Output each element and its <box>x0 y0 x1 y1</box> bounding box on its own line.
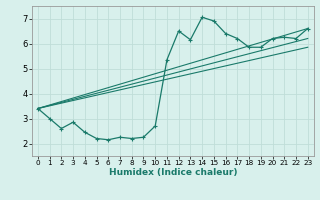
X-axis label: Humidex (Indice chaleur): Humidex (Indice chaleur) <box>108 168 237 177</box>
